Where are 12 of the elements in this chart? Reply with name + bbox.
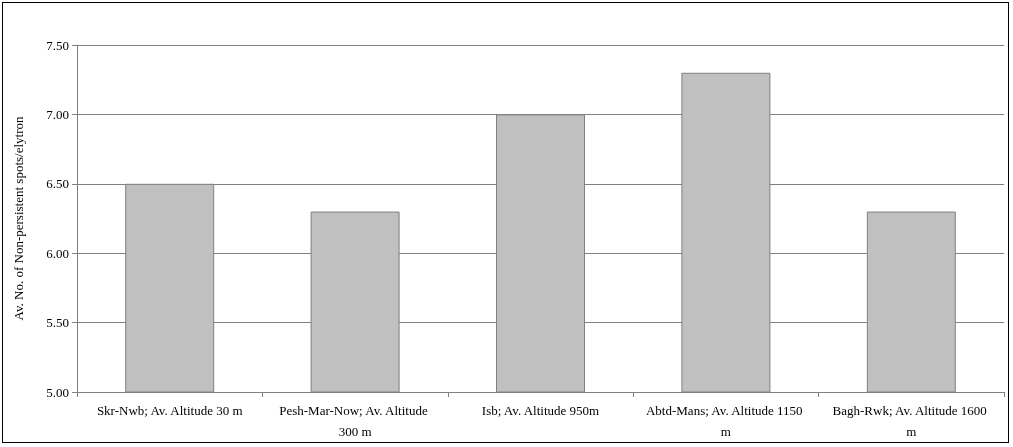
x-tick-label: Skr-Nwb; Av. Altitude 30 m [96, 403, 243, 418]
y-tick-label: 6.50 [46, 176, 69, 192]
y-tick-label: 5.00 [46, 384, 69, 400]
x-tick-label: Isb; Av. Altitude 950m [481, 403, 600, 418]
x-tick-label: Pesh-Mar-Now; Av. Altitude 300 m [279, 403, 431, 439]
x-tick-label: Bagh-Rwk; Av. Altitude 1600 m [832, 403, 991, 439]
x-tick-label: Abtd-Mans; Av. Altitude 1150 m [645, 403, 806, 439]
y-tick-label: 7.00 [46, 106, 69, 122]
y-axis-title: Av. No. of Non-persistent spots/elytron [11, 116, 26, 321]
y-tick-label: 7.50 [46, 37, 69, 53]
y-tick-label: 5.50 [46, 315, 69, 331]
y-tick-label: 6.00 [46, 245, 69, 261]
